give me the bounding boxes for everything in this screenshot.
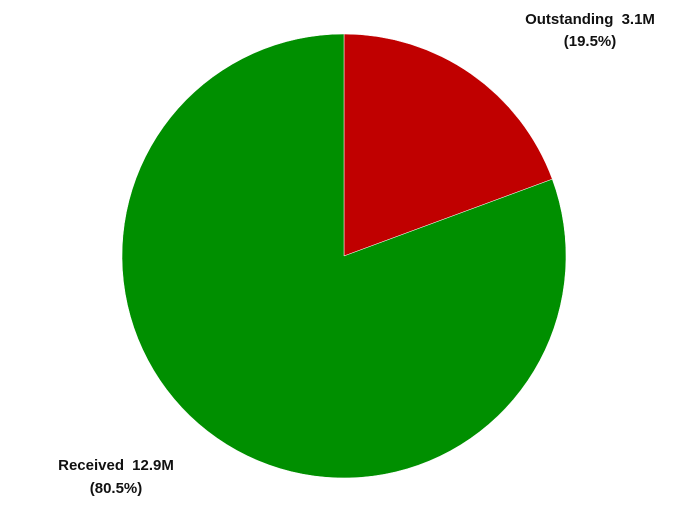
received-value: 12.9M [132, 457, 174, 474]
outstanding-value: 3.1M [622, 11, 655, 28]
outstanding-name: Outstanding [525, 11, 613, 28]
pie-slice-outstanding [343, 33, 553, 257]
pie-slices [121, 33, 567, 479]
outstanding-label: Outstanding 3.1M [525, 11, 655, 28]
received-name: Received [58, 457, 124, 474]
pie-slice-received [121, 33, 567, 479]
outstanding-percent: (19.5%) [564, 33, 617, 50]
received-label: Received 12.9M [58, 457, 174, 474]
received-percent: (80.5%) [90, 480, 143, 497]
